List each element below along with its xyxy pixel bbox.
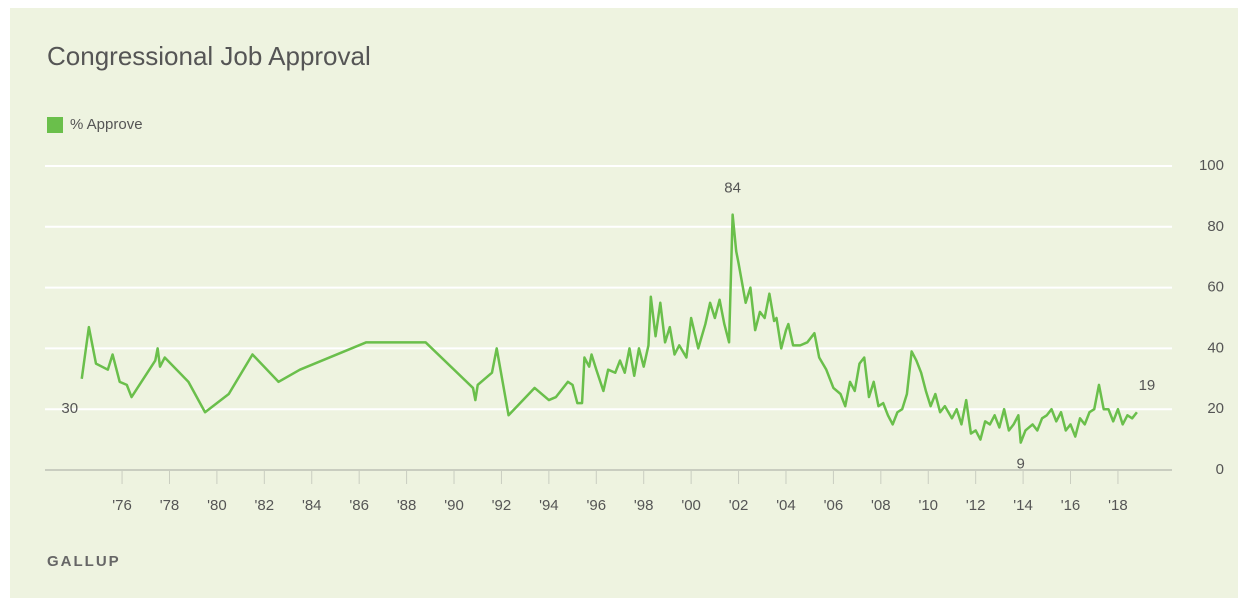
x-tick-label: '00 [681, 497, 701, 514]
x-tick-label: '76 [112, 497, 132, 514]
y-tick-label: 60 [1207, 279, 1224, 296]
source: GALLUP [47, 553, 121, 570]
plot: 0 20 40 60 80 100 '76 '78 '80 '82 '84 '86 '88 '90 '92 '… [45, 157, 1224, 514]
x-tick-label: '78 [160, 497, 180, 514]
x-tick-label: '02 [729, 497, 749, 514]
x-tick-label: '14 [1013, 497, 1033, 514]
legend-label: % Approve [70, 116, 143, 133]
y-tick-label: 100 [1199, 157, 1224, 174]
x-tick-label: '18 [1108, 497, 1128, 514]
x-tick-label: '84 [302, 497, 322, 514]
y-tick-label: 20 [1207, 400, 1224, 417]
legend: % Approve [47, 116, 143, 133]
x-tick-label: '12 [966, 497, 986, 514]
x-tick-label: '10 [918, 497, 938, 514]
x-tick-label: '90 [444, 497, 464, 514]
data-label: 30 [61, 400, 78, 417]
data-label: 9 [1017, 456, 1025, 473]
data-line [80, 213, 1138, 444]
x-tick-label: '96 [587, 497, 607, 514]
data-label: 84 [724, 180, 741, 197]
x-tick-label: '98 [634, 497, 654, 514]
chart-title: Congressional Job Approval [47, 41, 371, 71]
x-tick-label: '16 [1061, 497, 1081, 514]
x-tick-label: '82 [255, 497, 275, 514]
x-tick-label: '88 [397, 497, 417, 514]
data-label: 19 [1139, 377, 1156, 394]
legend-swatch [47, 117, 63, 133]
x-tick-label: '92 [492, 497, 512, 514]
x-tick-label: '94 [539, 497, 559, 514]
x-tick-label: '06 [824, 497, 844, 514]
x-tick-label: '80 [207, 497, 227, 514]
y-tick-label: 80 [1207, 218, 1224, 235]
y-tick-label: 40 [1207, 339, 1224, 356]
x-tick-label: '86 [349, 497, 369, 514]
y-tick-label: 0 [1216, 461, 1224, 478]
x-tick-label: '04 [776, 497, 796, 514]
chart-panel [10, 8, 1238, 598]
x-tick-label: '08 [871, 497, 891, 514]
